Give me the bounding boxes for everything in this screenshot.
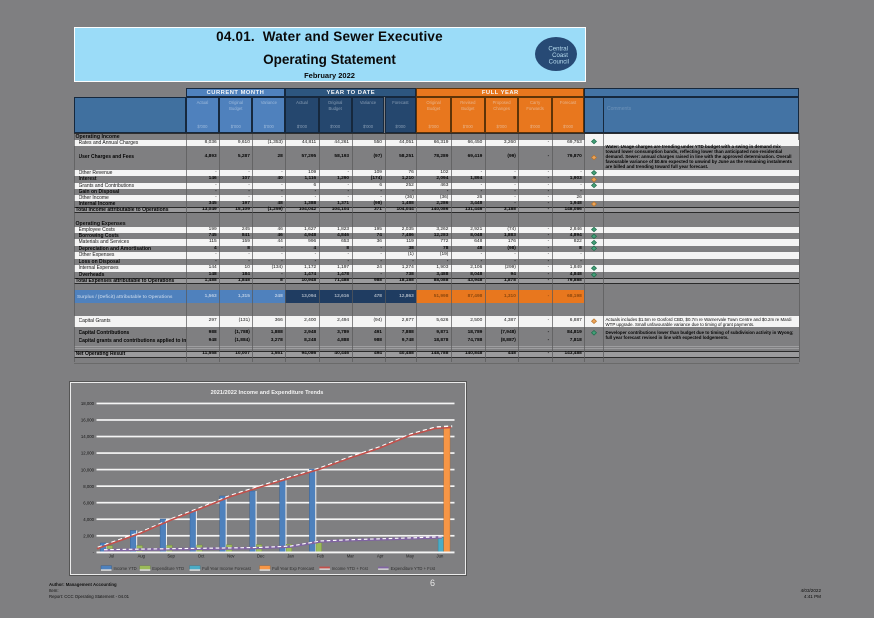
svg-text:Coast: Coast: [552, 52, 568, 59]
svg-text:8,000: 8,000: [83, 484, 94, 489]
svg-text:Jan: Jan: [287, 553, 294, 558]
svg-text:Nov: Nov: [227, 553, 235, 558]
svg-text:Jun: Jun: [437, 553, 444, 558]
svg-text:Aug: Aug: [138, 553, 146, 558]
svg-text:10,000: 10,000: [81, 467, 95, 472]
svg-text:2021/2022 Income and Expenditu: 2021/2022 Income and Expenditure Trends: [211, 390, 324, 396]
svg-text:4,000: 4,000: [83, 517, 94, 522]
svg-text:14,000: 14,000: [81, 434, 95, 439]
svg-text:May: May: [406, 553, 415, 558]
svg-text:Council: Council: [549, 59, 569, 66]
svg-text:18,000: 18,000: [81, 401, 95, 406]
svg-text:Expenditure YTD + Fcst: Expenditure YTD + Fcst: [391, 566, 436, 571]
svg-text:Expenditure YTD: Expenditure YTD: [152, 566, 184, 571]
svg-text:2,000: 2,000: [83, 533, 94, 538]
svg-text:Full Year Income Forecast: Full Year Income Forecast: [202, 566, 251, 571]
svg-text:Dec: Dec: [257, 553, 264, 558]
svg-text:6,000: 6,000: [83, 500, 94, 505]
svg-text:Oct: Oct: [198, 553, 205, 558]
svg-text:Mar: Mar: [347, 553, 355, 558]
svg-text:16,000: 16,000: [81, 418, 95, 423]
svg-text:-: -: [93, 550, 95, 555]
svg-text:Central: Central: [548, 46, 568, 53]
svg-text:12,000: 12,000: [81, 451, 95, 456]
svg-text:Income YTD: Income YTD: [114, 566, 137, 571]
svg-text:Jul: Jul: [109, 553, 114, 558]
svg-text:Apr: Apr: [377, 553, 384, 558]
svg-text:Full Year Exp Forecast: Full Year Exp Forecast: [272, 566, 315, 571]
svg-text:Feb: Feb: [317, 553, 325, 558]
svg-text:Income YTD + Fcst: Income YTD + Fcst: [332, 566, 369, 571]
svg-text:Sep: Sep: [167, 553, 175, 558]
